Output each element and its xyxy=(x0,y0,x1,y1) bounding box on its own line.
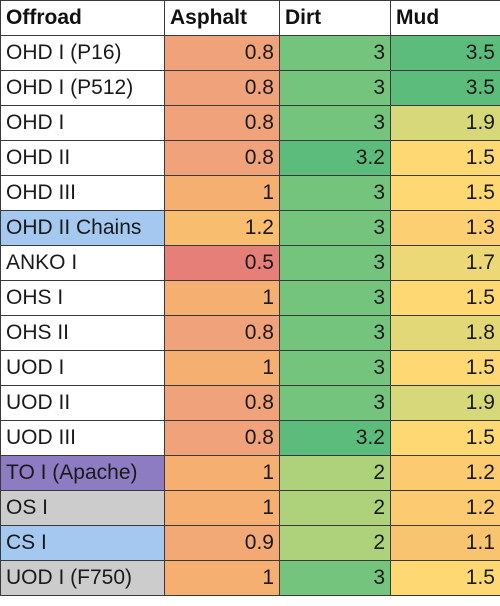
table-row: OHD III 1 3 1.5 xyxy=(0,175,500,211)
cell-mud-value[interactable]: 1.3 xyxy=(390,210,500,246)
cell-asphalt-value[interactable]: 0.8 xyxy=(164,105,280,141)
cell-dirt-value[interactable]: 3 xyxy=(279,280,391,316)
cell-mud-value[interactable]: 1.2 xyxy=(390,490,500,526)
cell-offroad-name[interactable]: OHD II xyxy=(0,140,165,176)
cell-asphalt-value[interactable]: 1 xyxy=(164,455,280,491)
cell-asphalt-value[interactable]: 1 xyxy=(164,175,280,211)
cell-asphalt-value[interactable]: 0.8 xyxy=(164,70,280,106)
column-header-asphalt[interactable]: Asphalt xyxy=(164,0,280,36)
table-row: ANKO I 0.5 3 1.7 xyxy=(0,245,500,281)
cell-dirt-value[interactable]: 3 xyxy=(279,105,391,141)
cell-mud-value[interactable]: 1.5 xyxy=(390,560,500,596)
cell-asphalt-value[interactable]: 0.5 xyxy=(164,245,280,281)
table-row: UOD I 1 3 1.5 xyxy=(0,350,500,386)
cell-dirt-value[interactable]: 3 xyxy=(279,315,391,351)
cell-offroad-name[interactable]: UOD I xyxy=(0,350,165,386)
cell-offroad-name[interactable]: OS I xyxy=(0,490,165,526)
cell-dirt-value[interactable]: 3 xyxy=(279,175,391,211)
cell-mud-value[interactable]: 1.5 xyxy=(390,175,500,211)
table-row: OHD I (P16) 0.8 3 3.5 xyxy=(0,35,500,71)
cell-mud-value[interactable]: 1.9 xyxy=(390,105,500,141)
cell-asphalt-value[interactable]: 1 xyxy=(164,280,280,316)
cell-offroad-name[interactable]: UOD II xyxy=(0,385,165,421)
cell-asphalt-value[interactable]: 1 xyxy=(164,560,280,596)
cell-offroad-name[interactable]: OHS II xyxy=(0,315,165,351)
table-row: OHD I 0.8 3 1.9 xyxy=(0,105,500,141)
cell-dirt-value[interactable]: 3 xyxy=(279,35,391,71)
cell-offroad-name[interactable]: OHD I (P16) xyxy=(0,35,165,71)
cell-dirt-value[interactable]: 3 xyxy=(279,560,391,596)
cell-asphalt-value[interactable]: 0.8 xyxy=(164,385,280,421)
table-row: CS I 0.9 2 1.1 xyxy=(0,525,500,561)
cell-offroad-name[interactable]: UOD I (F750) xyxy=(0,560,165,596)
cell-offroad-name[interactable]: UOD III xyxy=(0,420,165,456)
column-header-offroad[interactable]: Offroad xyxy=(0,0,165,36)
header-row: Offroad Asphalt Dirt Mud xyxy=(0,0,500,36)
cell-asphalt-value[interactable]: 1.2 xyxy=(164,210,280,246)
table-row: UOD III 0.8 3.2 1.5 xyxy=(0,420,500,456)
cell-dirt-value[interactable]: 2 xyxy=(279,490,391,526)
cell-mud-value[interactable]: 1.5 xyxy=(390,280,500,316)
cell-asphalt-value[interactable]: 1 xyxy=(164,490,280,526)
cell-offroad-name[interactable]: OHD I xyxy=(0,105,165,141)
cell-dirt-value[interactable]: 3.2 xyxy=(279,140,391,176)
column-header-mud[interactable]: Mud xyxy=(390,0,500,36)
cell-mud-value[interactable]: 1.2 xyxy=(390,455,500,491)
cell-asphalt-value[interactable]: 0.9 xyxy=(164,525,280,561)
table-row: OHD I (P512) 0.8 3 3.5 xyxy=(0,70,500,106)
table-row: OHS I 1 3 1.5 xyxy=(0,280,500,316)
cell-offroad-name[interactable]: OHD I (P512) xyxy=(0,70,165,106)
cell-offroad-name[interactable]: OHD II Chains xyxy=(0,210,165,246)
cell-dirt-value[interactable]: 3 xyxy=(279,210,391,246)
cell-offroad-name[interactable]: ANKO I xyxy=(0,245,165,281)
cell-asphalt-value[interactable]: 0.8 xyxy=(164,315,280,351)
cell-dirt-value[interactable]: 3 xyxy=(279,245,391,281)
table-row: UOD II 0.8 3 1.9 xyxy=(0,385,500,421)
cell-dirt-value[interactable]: 3 xyxy=(279,70,391,106)
table-row: OS I 1 2 1.2 xyxy=(0,490,500,526)
cell-dirt-value[interactable]: 2 xyxy=(279,455,391,491)
cell-mud-value[interactable]: 3.5 xyxy=(390,70,500,106)
cell-mud-value[interactable]: 3.5 xyxy=(390,35,500,71)
column-header-dirt[interactable]: Dirt xyxy=(279,0,391,36)
cell-mud-value[interactable]: 1.5 xyxy=(390,140,500,176)
cell-asphalt-value[interactable]: 1 xyxy=(164,350,280,386)
cell-dirt-value[interactable]: 3 xyxy=(279,385,391,421)
table-body: OHD I (P16) 0.8 3 3.5 OHD I (P512) 0.8 3 3.5 OHD… xyxy=(0,35,500,596)
cell-dirt-value[interactable]: 3.2 xyxy=(279,420,391,456)
table-row: UOD I (F750) 1 3 1.5 xyxy=(0,560,500,596)
cell-mud-value[interactable]: 1.9 xyxy=(390,385,500,421)
table-row: TO I (Apache) 1 2 1.2 xyxy=(0,455,500,491)
cell-dirt-value[interactable]: 3 xyxy=(279,350,391,386)
cell-mud-value[interactable]: 1.5 xyxy=(390,350,500,386)
cell-mud-value[interactable]: 1.7 xyxy=(390,245,500,281)
cell-mud-value[interactable]: 1.8 xyxy=(390,315,500,351)
table-row: OHD II 0.8 3.2 1.5 xyxy=(0,140,500,176)
cell-offroad-name[interactable]: OHS I xyxy=(0,280,165,316)
table-row: OHS II 0.8 3 1.8 xyxy=(0,315,500,351)
cell-offroad-name[interactable]: CS I xyxy=(0,525,165,561)
cell-dirt-value[interactable]: 2 xyxy=(279,525,391,561)
cell-asphalt-value[interactable]: 0.8 xyxy=(164,140,280,176)
cell-offroad-name[interactable]: OHD III xyxy=(0,175,165,211)
cell-asphalt-value[interactable]: 0.8 xyxy=(164,35,280,71)
cell-mud-value[interactable]: 1.5 xyxy=(390,420,500,456)
cell-asphalt-value[interactable]: 0.8 xyxy=(164,420,280,456)
table-row: OHD II Chains 1.2 3 1.3 xyxy=(0,210,500,246)
cell-mud-value[interactable]: 1.1 xyxy=(390,525,500,561)
cell-offroad-name[interactable]: TO I (Apache) xyxy=(0,455,165,491)
